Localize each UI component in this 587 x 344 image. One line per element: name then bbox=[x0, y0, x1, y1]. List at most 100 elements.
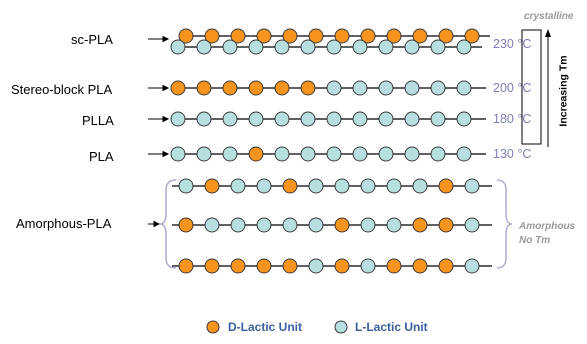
plla-l-lactic-unit bbox=[222, 111, 238, 127]
sc-pla-top-d-lactic-unit bbox=[360, 28, 376, 44]
amorphous-1-d-lactic-unit bbox=[204, 178, 220, 194]
sc-pla-top-d-lactic-unit bbox=[308, 28, 324, 44]
amorphous-3-l-lactic-unit bbox=[360, 258, 376, 274]
sc-pla-top-d-lactic-unit bbox=[230, 28, 246, 44]
arrowhead-amorphous-pla bbox=[153, 220, 161, 228]
stereo-block-pla-l-lactic-unit bbox=[430, 80, 446, 96]
arrowhead-pla bbox=[162, 150, 170, 158]
legend-d-lactic-label: D-Lactic Unit bbox=[228, 320, 303, 334]
amorphous-3-l-lactic-unit bbox=[464, 258, 480, 274]
amorphous-2-l-lactic-unit bbox=[386, 217, 402, 233]
sc-pla-bottom-l-lactic-unit bbox=[274, 39, 290, 55]
sc-pla-bottom-l-lactic-unit bbox=[222, 39, 238, 55]
sc-pla-top-d-lactic-unit bbox=[386, 28, 402, 44]
amorphous-2-l-lactic-unit bbox=[204, 217, 220, 233]
legend-l-lactic-circle bbox=[334, 320, 348, 334]
plla-l-lactic-unit bbox=[326, 111, 342, 127]
crystalline-note: crystalline bbox=[524, 11, 574, 22]
pla-l-lactic-unit bbox=[404, 146, 420, 162]
plla-l-lactic-unit bbox=[404, 111, 420, 127]
amorphous-3-d-lactic-unit bbox=[438, 258, 454, 274]
amorphous-1-d-lactic-unit bbox=[282, 178, 298, 194]
sc-pla-bottom-l-lactic-unit bbox=[404, 39, 420, 55]
temp-pla: 130 °C bbox=[493, 147, 532, 161]
amorphous-3-l-lactic-unit bbox=[308, 258, 324, 274]
amorphous-1-l-lactic-unit bbox=[178, 178, 194, 194]
arrowhead-stereo-block-pla bbox=[162, 84, 170, 92]
amorphous-3-d-lactic-unit bbox=[230, 258, 246, 274]
amorphous-1-l-lactic-unit bbox=[230, 178, 246, 194]
sc-pla-top-d-lactic-unit bbox=[256, 28, 272, 44]
sc-pla-top-d-lactic-unit bbox=[464, 28, 480, 44]
stereo-block-pla-d-lactic-unit bbox=[248, 80, 264, 96]
amorphous-3-d-lactic-unit bbox=[282, 258, 298, 274]
sc-pla-top-d-lactic-unit bbox=[412, 28, 428, 44]
pla-l-lactic-unit bbox=[352, 146, 368, 162]
amorphous-3-d-lactic-unit bbox=[386, 258, 402, 274]
amorphous-1-l-lactic-unit bbox=[412, 178, 428, 194]
plla-l-lactic-unit bbox=[196, 111, 212, 127]
stereo-block-pla-l-lactic-unit bbox=[326, 80, 342, 96]
stereo-block-pla-d-lactic-unit bbox=[196, 80, 212, 96]
label-amorphous-pla: Amorphous-PLA bbox=[16, 216, 112, 231]
amorphous-2-l-lactic-unit bbox=[230, 217, 246, 233]
stereo-block-pla-d-lactic-unit bbox=[274, 80, 290, 96]
amorphous-1-l-lactic-unit bbox=[386, 178, 402, 194]
amorphous-2-l-lactic-unit bbox=[256, 217, 272, 233]
pla-l-lactic-unit bbox=[326, 146, 342, 162]
pla-d-lactic-unit bbox=[248, 146, 264, 162]
amorphous-2-d-lactic-unit bbox=[178, 217, 194, 233]
amorphous-note-line2: No Tm bbox=[519, 235, 551, 246]
legend-l-lactic-label: L-Lactic Unit bbox=[355, 320, 428, 334]
label-pla: PLA bbox=[89, 149, 114, 164]
amorphous-2-d-lactic-unit bbox=[412, 217, 428, 233]
amorphous-1-d-lactic-unit bbox=[438, 178, 454, 194]
pla-l-lactic-unit bbox=[274, 146, 290, 162]
pla-l-lactic-unit bbox=[196, 146, 212, 162]
amorphous-note-line1: Amorphous bbox=[519, 221, 576, 232]
stereo-block-pla-d-lactic-unit bbox=[300, 80, 316, 96]
increasing-tm-arrowhead bbox=[545, 29, 551, 37]
amorphous-brace-left bbox=[159, 179, 177, 269]
sc-pla-bottom-l-lactic-unit bbox=[378, 39, 394, 55]
sc-pla-bottom-l-lactic-unit bbox=[196, 39, 212, 55]
sc-pla-bottom-l-lactic-unit bbox=[352, 39, 368, 55]
amorphous-3-d-lactic-unit bbox=[412, 258, 428, 274]
amorphous-1-l-lactic-unit bbox=[334, 178, 350, 194]
pla-l-lactic-unit bbox=[170, 146, 186, 162]
pla-l-lactic-unit bbox=[456, 146, 472, 162]
sc-pla-bottom-l-lactic-unit bbox=[326, 39, 342, 55]
sc-pla-bottom-l-lactic-unit bbox=[456, 39, 472, 55]
label-plla: PLLA bbox=[82, 113, 114, 128]
legend-d-lactic-circle bbox=[206, 320, 220, 334]
amorphous-2-d-lactic-unit bbox=[334, 217, 350, 233]
sc-pla-top-d-lactic-unit bbox=[204, 28, 220, 44]
pla-l-lactic-unit bbox=[378, 146, 394, 162]
label-sc-pla: sc-PLA bbox=[71, 32, 113, 47]
plla-l-lactic-unit bbox=[430, 111, 446, 127]
plla-l-lactic-unit bbox=[378, 111, 394, 127]
sc-pla-bottom-l-lactic-unit bbox=[170, 39, 186, 55]
plla-l-lactic-unit bbox=[300, 111, 316, 127]
amorphous-1-l-lactic-unit bbox=[308, 178, 324, 194]
sc-pla-bottom-l-lactic-unit bbox=[300, 39, 316, 55]
plla-l-lactic-unit bbox=[248, 111, 264, 127]
sc-pla-bottom-l-lactic-unit bbox=[248, 39, 264, 55]
amorphous-2-l-lactic-unit bbox=[360, 217, 376, 233]
amorphous-3-d-lactic-unit bbox=[178, 258, 194, 274]
amorphous-3-d-lactic-unit bbox=[256, 258, 272, 274]
stereo-block-pla-l-lactic-unit bbox=[352, 80, 368, 96]
arrowhead-sc-pla bbox=[162, 35, 170, 43]
plla-l-lactic-unit bbox=[456, 111, 472, 127]
amorphous-1-l-lactic-unit bbox=[256, 178, 272, 194]
amorphous-3-d-lactic-unit bbox=[204, 258, 220, 274]
stereo-block-pla-d-lactic-unit bbox=[170, 80, 186, 96]
amorphous-1-l-lactic-unit bbox=[360, 178, 376, 194]
amorphous-2-l-lactic-unit bbox=[308, 217, 324, 233]
pla-l-lactic-unit bbox=[430, 146, 446, 162]
stereo-block-pla-d-lactic-unit bbox=[222, 80, 238, 96]
stereo-block-pla-l-lactic-unit bbox=[456, 80, 472, 96]
pla-l-lactic-unit bbox=[222, 146, 238, 162]
polymer-chains bbox=[170, 28, 492, 274]
